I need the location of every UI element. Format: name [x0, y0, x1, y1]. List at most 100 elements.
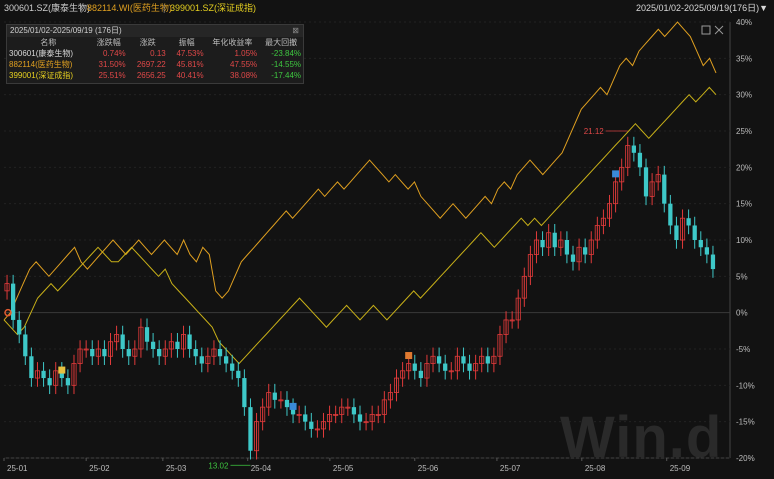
candle-body-down	[692, 225, 697, 240]
candle-body-up	[576, 246, 582, 263]
candle-body-down	[570, 254, 576, 262]
cell: -23.84%	[271, 49, 301, 58]
candle-body-up	[314, 428, 320, 431]
table-row[interactable]: 399001(深证成指) 25.51% 2656.25 40.41% 38.08…	[7, 70, 303, 81]
candle-body-down	[485, 356, 490, 364]
legend-separator: |	[80, 3, 83, 13]
candle-body-up	[339, 406, 345, 415]
y-tick-label: 40%	[736, 18, 752, 27]
candle-body-down	[41, 370, 46, 379]
table-row[interactable]: 882114(医药生物) 31.50% 2697.22 45.81% 47.55…	[7, 59, 303, 70]
candle-body-up	[296, 413, 302, 416]
candle-body-down	[29, 356, 34, 379]
candle-body-down	[175, 341, 180, 349]
table-row[interactable]: 300601(康泰生物) 0.74% 0.13 47.53% 1.05% -23…	[7, 48, 303, 59]
candle-body-up	[162, 348, 168, 357]
cell: 0.13	[150, 49, 166, 58]
candle-body-down	[223, 356, 229, 364]
cell: -17.44%	[271, 71, 301, 80]
x-tick-label: 25-07	[500, 464, 521, 473]
close-icon[interactable]	[714, 25, 724, 35]
candle-body-up	[521, 275, 527, 299]
candle-body-down	[668, 203, 673, 226]
candle-body-up	[546, 232, 552, 248]
candle-body-up	[448, 370, 454, 373]
candle-body-up	[266, 392, 272, 408]
candle-body-up	[454, 355, 460, 372]
candle-body-up	[424, 363, 430, 379]
y-tick-label: -20%	[736, 454, 755, 463]
candle-body-up	[680, 217, 686, 241]
candle-body-up	[473, 363, 479, 372]
cell: 31.50%	[98, 60, 126, 69]
candle-body-down	[467, 363, 472, 371]
candle-body-up	[180, 334, 187, 350]
candle-body-up	[606, 203, 613, 219]
cell: 38.08%	[230, 71, 258, 80]
y-tick-label: 30%	[736, 91, 752, 100]
y-tick-label: -10%	[736, 381, 755, 390]
candle-body-up	[588, 239, 594, 255]
high-price-label: 21.12	[584, 127, 605, 136]
col-header: 最大回撤	[265, 38, 298, 47]
candle-body-down	[662, 174, 667, 204]
candle-body-up	[649, 181, 655, 197]
maximize-icon[interactable]	[701, 25, 711, 35]
annotations: 21.12 13.02	[4, 127, 628, 470]
col-header: 振幅	[178, 38, 195, 47]
x-tick-label: 25-09	[670, 464, 691, 473]
candle-body-down	[193, 349, 198, 357]
event-marker	[58, 366, 66, 374]
candle-body-down	[150, 341, 156, 349]
legend-item-stock[interactable]: 300601.SZ(康泰生物)	[4, 3, 91, 13]
y-tick-label: -5%	[736, 345, 750, 354]
legend-item-index[interactable]: 399001.SZ(深证成指)	[170, 3, 257, 13]
candle-body-down	[357, 414, 363, 422]
candle-body-up	[71, 363, 77, 386]
candle-body-down	[236, 370, 241, 379]
candle-body-up	[363, 421, 369, 424]
candle-body-up	[406, 363, 412, 372]
col-header: 涨跌	[139, 38, 156, 47]
date-range-selector[interactable]: 2025/01/02-2025/09/19(176日)▼	[635, 3, 768, 13]
candle-body-up	[497, 334, 503, 357]
series-line-399001.SZ	[3, 86, 717, 365]
stats-panel-header: 2025/01/02-2025/09/19 (176日) ⊠	[7, 25, 303, 37]
candle-body-down	[144, 327, 150, 342]
stats-panel: 2025/01/02-2025/09/19 (176日) ⊠ 名称 涨跌幅 涨跌…	[6, 24, 304, 84]
candle-body-down	[303, 414, 308, 422]
row-name: 882114(医药生物)	[9, 60, 73, 69]
candle-body-up	[558, 239, 564, 248]
cell: 25.51%	[98, 71, 126, 80]
candle-body-down	[704, 247, 710, 255]
candle-body-down	[686, 218, 691, 226]
candle-body-up	[625, 145, 631, 168]
candle-body-up	[375, 413, 381, 416]
candle-body-down	[631, 145, 636, 153]
row-name: 399001(深证成指)	[9, 71, 74, 80]
y-tick-label: 5%	[736, 272, 748, 281]
candle-body-up	[345, 406, 351, 409]
candle-body-up	[77, 348, 83, 364]
candle-body-down	[710, 254, 716, 270]
x-axis: 25-01 25-02 25-03 25-04 25-05 25-06 25-07 25-08…	[3, 458, 691, 473]
close-icon[interactable]: ⊠	[292, 26, 299, 35]
cell: -14.55%	[271, 60, 301, 69]
candle-body-down	[23, 334, 28, 357]
candle-body-up	[327, 413, 333, 423]
cell: 2656.25	[136, 71, 166, 80]
low-price-label: 13.02	[208, 461, 229, 470]
x-tick-label: 25-02	[89, 464, 110, 473]
candle-body-up	[34, 370, 41, 379]
candle-body-down	[120, 334, 125, 349]
candle-body-up	[333, 413, 339, 416]
candle-body-down	[284, 399, 290, 408]
cell: 2697.22	[136, 60, 166, 69]
event-marker	[289, 402, 297, 410]
candle-body-up	[503, 319, 509, 335]
candle-body-down	[461, 356, 466, 364]
legend-item-sector[interactable]: 882114.WI(医药生物)	[87, 3, 172, 13]
x-tick-label: 25-04	[251, 464, 272, 473]
candle-body-up	[430, 355, 436, 364]
